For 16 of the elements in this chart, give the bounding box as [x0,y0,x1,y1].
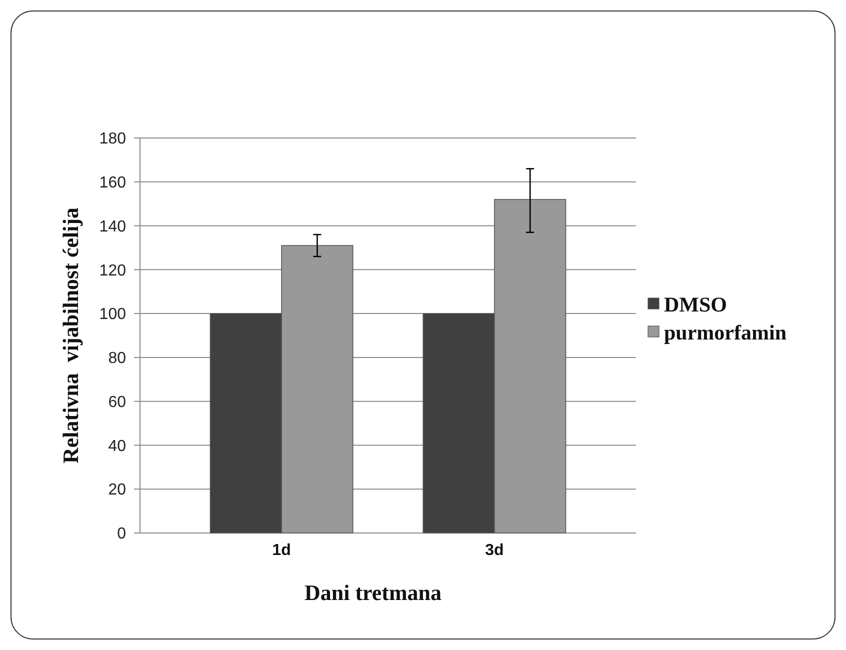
y-tick-label: 100 [99,306,126,324]
y-tick-label: 80 [108,350,126,368]
y-tick-label: 180 [99,130,126,148]
y-tick-label: 140 [99,218,126,236]
legend-label: purmorfamin [664,320,787,344]
y-tick-label: 40 [108,438,126,455]
x-axis-title: Dani tretmana [304,580,442,605]
legend-label: DMSO [664,292,727,316]
y-tick-label: 160 [99,174,126,192]
y-tick-label: 60 [108,394,126,411]
x-tick-label: 1d [272,542,291,559]
y-axis-title: Relativna vijabilnost ćelija [58,207,83,464]
y-tick-label: 20 [108,482,126,499]
x-tick-label: 3d [485,542,504,559]
y-tick-label: 120 [99,262,126,280]
y-tick-label: 0 [117,526,126,543]
